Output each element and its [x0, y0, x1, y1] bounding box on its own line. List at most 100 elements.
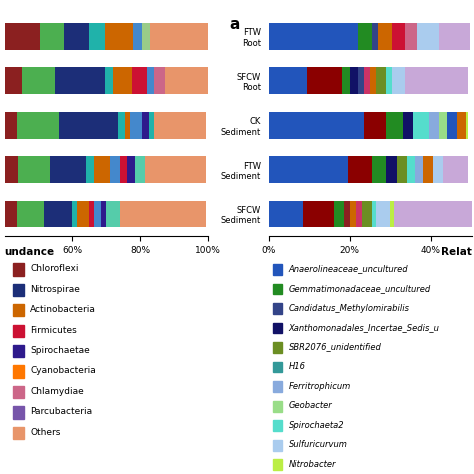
Bar — [142, 112, 148, 138]
Bar — [127, 156, 135, 183]
Bar — [273, 342, 283, 353]
Bar — [447, 112, 457, 138]
Bar — [391, 201, 394, 228]
Bar — [132, 67, 147, 94]
Bar — [273, 401, 283, 411]
Bar — [17, 112, 59, 138]
Bar — [358, 67, 364, 94]
Bar — [13, 325, 24, 337]
Text: Gemmatimonadaceae_uncultured: Gemmatimonadaceae_uncultured — [289, 284, 431, 293]
Bar — [413, 112, 429, 138]
Bar — [94, 201, 101, 228]
Bar — [269, 67, 307, 94]
Bar — [342, 67, 350, 94]
Bar — [269, 112, 364, 138]
Text: Relat: Relat — [441, 247, 472, 257]
Bar — [18, 156, 50, 183]
Bar — [101, 201, 106, 228]
Bar — [392, 67, 405, 94]
Bar — [77, 201, 89, 228]
Bar — [350, 67, 358, 94]
Bar — [273, 323, 283, 333]
Bar — [145, 156, 206, 183]
Bar — [439, 23, 470, 50]
Bar — [120, 201, 206, 228]
Bar — [273, 440, 283, 451]
Bar — [405, 23, 417, 50]
Bar — [109, 156, 120, 183]
Bar — [273, 264, 283, 275]
Bar — [439, 112, 447, 138]
Bar — [397, 156, 407, 183]
Bar — [407, 156, 415, 183]
Text: Xanthomonadales_Incertae_Sedis_u: Xanthomonadales_Incertae_Sedis_u — [289, 323, 439, 332]
Bar — [269, 23, 358, 50]
Text: Actinobacteria: Actinobacteria — [30, 305, 96, 314]
Bar — [376, 67, 386, 94]
Bar — [13, 304, 24, 317]
Bar — [89, 201, 94, 228]
Bar — [120, 156, 127, 183]
Bar — [5, 156, 18, 183]
Bar — [94, 156, 109, 183]
Bar — [64, 23, 89, 50]
Text: Others: Others — [30, 428, 61, 437]
Bar — [154, 112, 206, 138]
Bar — [269, 201, 303, 228]
Bar — [402, 112, 413, 138]
Bar — [356, 201, 362, 228]
Text: Candidatus_Methylomirabilis: Candidatus_Methylomirabilis — [289, 303, 410, 312]
Bar — [5, 201, 17, 228]
Bar — [13, 365, 24, 378]
Bar — [147, 67, 154, 94]
Text: undance: undance — [5, 247, 55, 257]
Bar — [55, 67, 105, 94]
Bar — [106, 201, 120, 228]
Bar — [5, 23, 40, 50]
Bar — [372, 23, 378, 50]
Text: Sulfuricurvum: Sulfuricurvum — [289, 440, 347, 449]
Bar — [22, 67, 55, 94]
Bar — [148, 112, 154, 138]
Bar — [13, 427, 24, 439]
Bar — [358, 23, 372, 50]
Bar — [273, 459, 283, 470]
Bar — [334, 201, 344, 228]
Text: Chloroflexi: Chloroflexi — [30, 264, 79, 273]
Bar — [394, 201, 472, 228]
Bar — [13, 284, 24, 296]
Bar — [44, 201, 73, 228]
Bar — [443, 156, 467, 183]
Bar — [273, 303, 283, 314]
Bar — [40, 23, 64, 50]
Bar — [362, 201, 372, 228]
Bar — [5, 67, 22, 94]
Bar — [429, 112, 439, 138]
Bar — [269, 156, 348, 183]
Bar — [135, 156, 145, 183]
Bar — [118, 112, 125, 138]
Bar — [273, 362, 283, 373]
Text: a: a — [229, 17, 240, 32]
Bar — [13, 386, 24, 398]
Bar — [273, 382, 283, 392]
Bar — [386, 112, 402, 138]
Bar — [370, 67, 376, 94]
Bar — [273, 284, 283, 294]
Bar — [417, 23, 439, 50]
Bar — [89, 23, 105, 50]
Bar — [348, 156, 372, 183]
Bar — [405, 67, 467, 94]
Bar — [86, 156, 94, 183]
Bar — [73, 201, 77, 228]
Bar — [415, 156, 423, 183]
Bar — [364, 67, 370, 94]
Bar — [433, 156, 443, 183]
Bar — [303, 201, 334, 228]
Text: SBR2076_unidentified: SBR2076_unidentified — [289, 343, 382, 352]
Bar — [372, 201, 376, 228]
Bar — [133, 23, 142, 50]
Text: Anaerolineaceae_uncultured: Anaerolineaceae_uncultured — [289, 264, 408, 273]
Bar — [392, 23, 405, 50]
Bar — [154, 67, 165, 94]
